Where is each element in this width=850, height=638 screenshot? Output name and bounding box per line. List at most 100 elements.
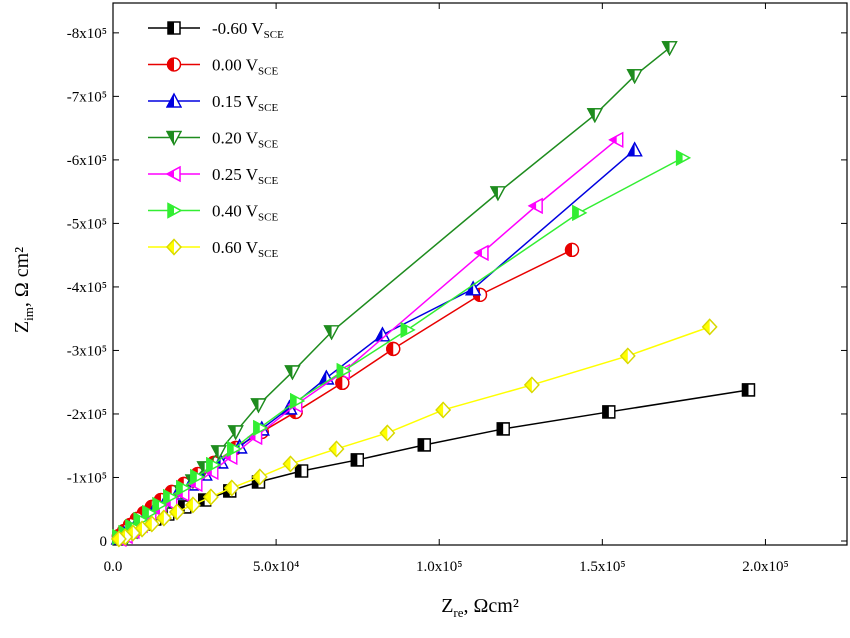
marker-half (224, 480, 232, 496)
marker-edge (626, 69, 643, 85)
marker-half (335, 376, 343, 390)
marker-edge (166, 57, 182, 72)
marker-half (565, 243, 572, 257)
marker-half (351, 453, 358, 466)
marker-half (676, 150, 683, 165)
marker (417, 438, 431, 452)
legend-text: 0.20 VSCE (212, 129, 278, 151)
legend-text-sub: SCE (258, 248, 278, 260)
marker (626, 69, 643, 85)
y-tick-label: 0 (100, 534, 108, 550)
marker (350, 453, 364, 467)
marker-half (529, 202, 537, 210)
marker-edge (701, 318, 718, 336)
marker-edge (608, 131, 624, 148)
y-tick-label: -4x10⁵ (67, 280, 107, 296)
y-tick-label: -5x10⁵ (67, 216, 107, 232)
marker-edge (251, 468, 268, 486)
marker (328, 440, 345, 458)
marker-edge (169, 503, 185, 521)
marker-edge (210, 445, 227, 461)
marker (110, 530, 127, 548)
marker-half (401, 322, 408, 337)
axis-label-part: Z (11, 321, 33, 333)
legend-text-main: 0.15 V (212, 92, 259, 111)
marker-edge (400, 321, 416, 339)
axis-label-part: re (453, 605, 463, 620)
legend-text-sub: SCE (258, 66, 278, 78)
marker (323, 325, 340, 341)
marker (163, 488, 179, 506)
marker-half (167, 58, 174, 71)
marker-edge (328, 440, 345, 458)
marker-edge (165, 92, 183, 108)
marker-half (283, 456, 291, 472)
marker-half (134, 512, 141, 527)
marker (223, 479, 240, 497)
marker-half (163, 489, 170, 504)
marker-half (436, 402, 444, 418)
legend-text-main: 0.40 V (212, 202, 259, 221)
legend-text-sub: SCE (264, 29, 284, 41)
marker (701, 318, 718, 336)
marker (400, 321, 416, 339)
marker (143, 515, 160, 533)
marker-edge (253, 419, 269, 437)
legend-text: 0.00 VSCE (212, 56, 278, 78)
marker-half (620, 348, 628, 364)
marker-edge (626, 141, 643, 157)
marker-half (168, 203, 174, 218)
marker (523, 376, 540, 394)
legend-text: 0.60 VSCE (212, 238, 278, 260)
marker (379, 424, 396, 442)
marker-edge (350, 453, 364, 467)
marker-edge (143, 515, 160, 533)
marker-edge (206, 456, 222, 474)
marker (741, 383, 756, 397)
marker-edge (290, 392, 306, 410)
legend-text: 0.15 VSCE (212, 92, 278, 114)
marker (290, 392, 306, 410)
marker-edge (227, 440, 243, 458)
marker-edge (675, 149, 691, 166)
marker-half (169, 504, 177, 520)
series-line (118, 326, 710, 540)
marker (586, 108, 603, 124)
marker-edge (223, 479, 240, 497)
axis-label: Zre, Ωcm² (441, 595, 519, 620)
marker-half (702, 319, 710, 335)
marker-half (290, 393, 297, 408)
marker (202, 488, 219, 506)
marker-edge (165, 165, 181, 183)
y-tick-label: -8x10⁵ (67, 26, 107, 42)
marker-half (190, 469, 197, 484)
marker-edge (250, 398, 267, 414)
legend-text-main: 0.60 V (212, 238, 259, 257)
marker (165, 165, 181, 183)
marker-edge (166, 238, 182, 256)
marker-edge (386, 341, 401, 357)
marker-edge (134, 520, 150, 538)
marker (564, 242, 580, 258)
marker-edge (165, 130, 183, 146)
marker-edge (527, 197, 543, 214)
marker-edge (156, 509, 172, 527)
marker (142, 504, 158, 522)
marker (190, 468, 206, 486)
marker (227, 425, 244, 441)
marker-edge (661, 41, 678, 57)
marker (489, 186, 507, 202)
marker-half (176, 480, 183, 495)
marker-half (142, 505, 149, 520)
marker-half (144, 516, 152, 532)
marker-edge (294, 464, 309, 478)
marker-edge (741, 383, 756, 397)
marker-edge (202, 488, 219, 506)
legend-text-main: 0.25 V (212, 165, 259, 184)
marker-edge (227, 425, 244, 441)
marker (435, 401, 452, 419)
marker-edge (586, 108, 603, 124)
marker-edge (185, 496, 201, 514)
